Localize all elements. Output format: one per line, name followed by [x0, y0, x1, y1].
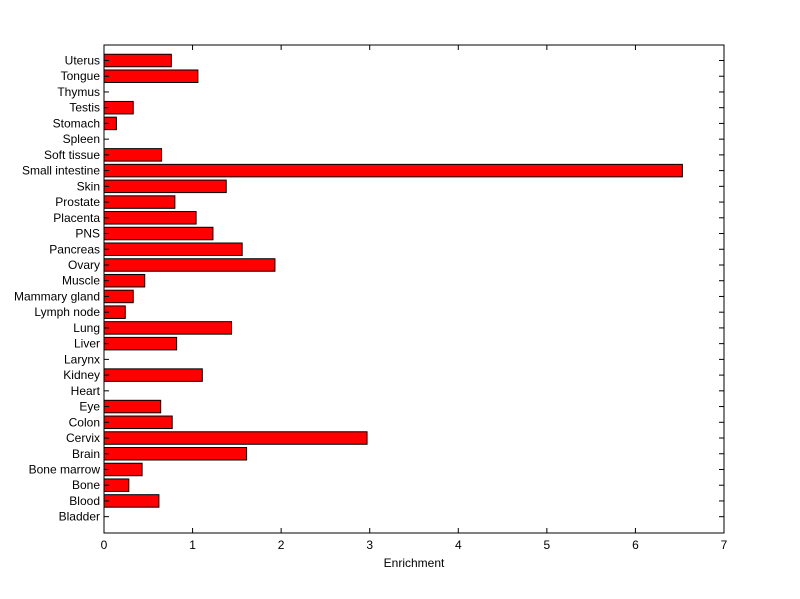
y-tick-label-blood: Blood	[69, 494, 100, 508]
y-tick-label-soft-tissue: Soft tissue	[44, 148, 100, 162]
y-tick-label-eye: Eye	[79, 400, 100, 414]
y-tick-label-tongue: Tongue	[61, 69, 101, 83]
y-tick-label-pancreas: Pancreas	[49, 242, 100, 256]
bar-tongue	[103, 69, 199, 83]
bar-eye	[103, 399, 162, 414]
y-tick-label-bladder: Bladder	[59, 510, 100, 524]
y-tick-label-placenta: Placenta	[53, 211, 100, 225]
y-tick-label-spleen: Spleen	[63, 132, 100, 146]
x-tick-label-6: 6	[632, 538, 639, 552]
y-tick-label-skin: Skin	[77, 179, 100, 193]
bar-kidney	[103, 368, 203, 382]
y-tick-label-bone: Bone	[72, 478, 100, 492]
bar-pancreas	[103, 242, 243, 257]
x-ticks-layer: 0 1 2 3 4 5 6 7	[101, 45, 728, 552]
bar-placenta	[103, 211, 197, 225]
bar-soft-tissue	[103, 148, 163, 162]
y-tick-label-stomach: Stomach	[53, 116, 100, 130]
x-tick-label-4: 4	[455, 538, 462, 552]
y-tick-label-mammary-gland: Mammary gland	[14, 289, 100, 303]
bar-ovary	[103, 258, 276, 272]
y-tick-label-uterus: Uterus	[65, 54, 100, 68]
y-tick-label-ovary: Ovary	[68, 258, 100, 272]
x-tick-label-5: 5	[544, 538, 551, 552]
bar-prostate	[103, 195, 176, 209]
bar-blood	[103, 494, 160, 508]
x-tick-label-1: 1	[189, 538, 196, 552]
y-tick-label-lung: Lung	[73, 321, 100, 335]
x-tick-label-0: 0	[101, 538, 108, 552]
y-tick-label-muscle: Muscle	[62, 274, 100, 288]
bar-bone-marrow	[103, 462, 143, 477]
bar-lung	[103, 321, 233, 335]
x-axis-label: Enrichment	[384, 556, 445, 570]
y-tick-label-kidney: Kidney	[63, 368, 100, 382]
y-tick-label-prostate: Prostate	[55, 195, 100, 209]
y-tick-label-cervix: Cervix	[66, 431, 100, 445]
x-tick-label-2: 2	[278, 538, 285, 552]
y-tick-label-heart: Heart	[71, 384, 101, 398]
y-tick-label-larynx: Larynx	[64, 352, 100, 366]
bar-uterus	[103, 53, 172, 68]
bar-cervix	[103, 431, 368, 445]
y-tick-label-thymus: Thymus	[57, 85, 100, 99]
bar-pns	[103, 226, 214, 241]
y-tick-label-bone-marrow: Bone marrow	[29, 462, 101, 476]
y-tick-label-lymph-node: Lymph node	[34, 305, 100, 319]
y-tick-label-small-intestine: Small intestine	[22, 164, 100, 178]
y-tick-label-pns: PNS	[75, 227, 100, 241]
y-tick-label-colon: Colon	[69, 415, 100, 429]
bar-colon	[103, 415, 173, 430]
bar-muscle	[103, 273, 146, 288]
axes-box	[103, 44, 725, 534]
bar-brain	[103, 447, 248, 461]
bar-skin	[103, 179, 227, 194]
y-tick-label-liver: Liver	[74, 337, 100, 351]
y-tick-label-brain: Brain	[72, 447, 100, 461]
x-tick-label-3: 3	[366, 538, 373, 552]
bar-liver	[103, 336, 178, 351]
bar-small-intestine	[103, 163, 683, 178]
x-tick-label-7: 7	[721, 538, 728, 552]
y-tick-label-testis: Testis	[69, 101, 100, 115]
